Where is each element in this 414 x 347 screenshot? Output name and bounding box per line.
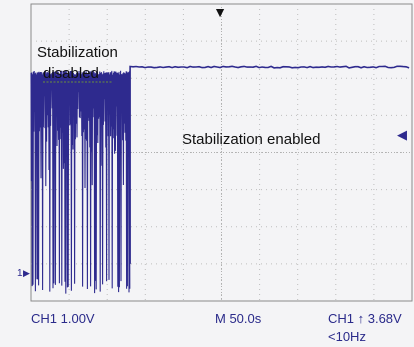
annotation-stabilization-disabled-line1: Stabilization: [37, 44, 118, 61]
ch1-ground-marker-arrow: ▶: [23, 268, 30, 278]
ch1-trace: [30, 65, 410, 294]
trace-segment-stabilization-disabled: [30, 70, 131, 294]
status-trigger-frequency: <10Hz: [328, 329, 366, 344]
status-channel-scale: CH1 1.00V: [31, 311, 95, 326]
trace-segment-stabilization-enabled: [129, 65, 410, 264]
trigger-level-marker: ◀: [397, 127, 407, 142]
annotation-stabilization-disabled-line2: disabled: [43, 65, 99, 82]
ch1-ground-marker-label: 1: [17, 268, 23, 279]
status-trigger: CH1 ↑ 3.68V: [328, 311, 402, 326]
trigger-position-marker: ▼: [213, 4, 227, 20]
status-timebase: M 50.0s: [215, 311, 262, 326]
annotation-stabilization-enabled: Stabilization enabled: [182, 131, 320, 148]
